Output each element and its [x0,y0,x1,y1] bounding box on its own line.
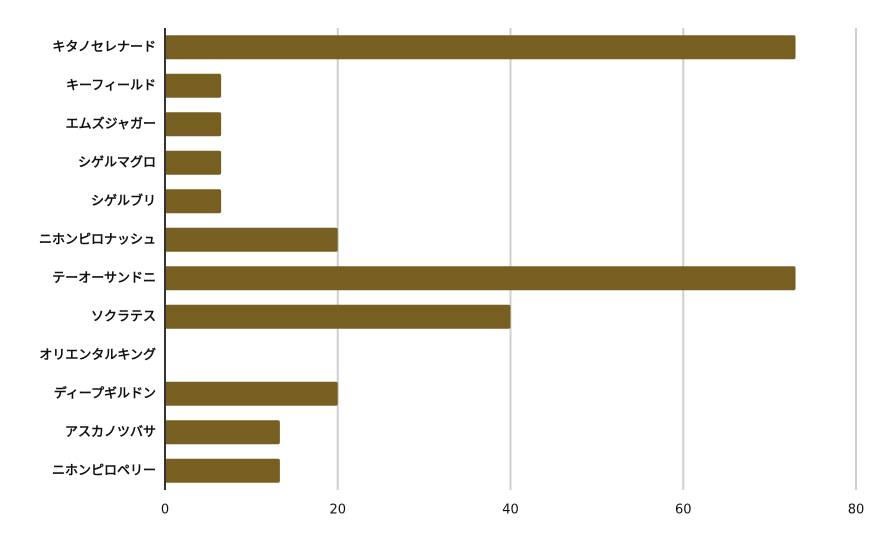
x-tick-label: 80 [848,503,865,518]
bar [165,304,511,329]
y-tick-label: アスカノツバサ [65,425,156,440]
x-tick-label: 60 [675,503,692,518]
y-tick-label: シゲルマグロ [78,154,156,170]
y-tick-label: キーフィールド [66,78,156,93]
y-tick-label: シゲルブリ [91,193,156,209]
x-tick-label: 0 [161,503,169,518]
x-tick-label: 20 [329,503,346,518]
y-tick-label: エムズジャガー [66,116,156,132]
y-tick-label: オリエンタルキング [39,347,156,363]
y-tick-label: テーオーサンドニ [52,271,156,286]
bar [165,420,280,445]
bar [165,112,222,137]
y-tick-label: ニホンピロペリー [52,463,156,478]
y-tick-label: キタノセレナード [52,40,156,55]
bar [165,73,222,98]
x-tick-label: 40 [502,503,519,518]
bar [165,150,222,175]
bar [165,227,338,252]
bar [165,381,338,406]
bar [165,35,796,60]
bar [165,458,280,483]
bar [165,189,222,214]
y-tick-label: ディープギルドン [54,385,156,401]
y-tick-label: ソクラテス [91,309,156,324]
y-tick-label: ニホンピロナッシュ [39,232,156,247]
bar [165,266,796,291]
